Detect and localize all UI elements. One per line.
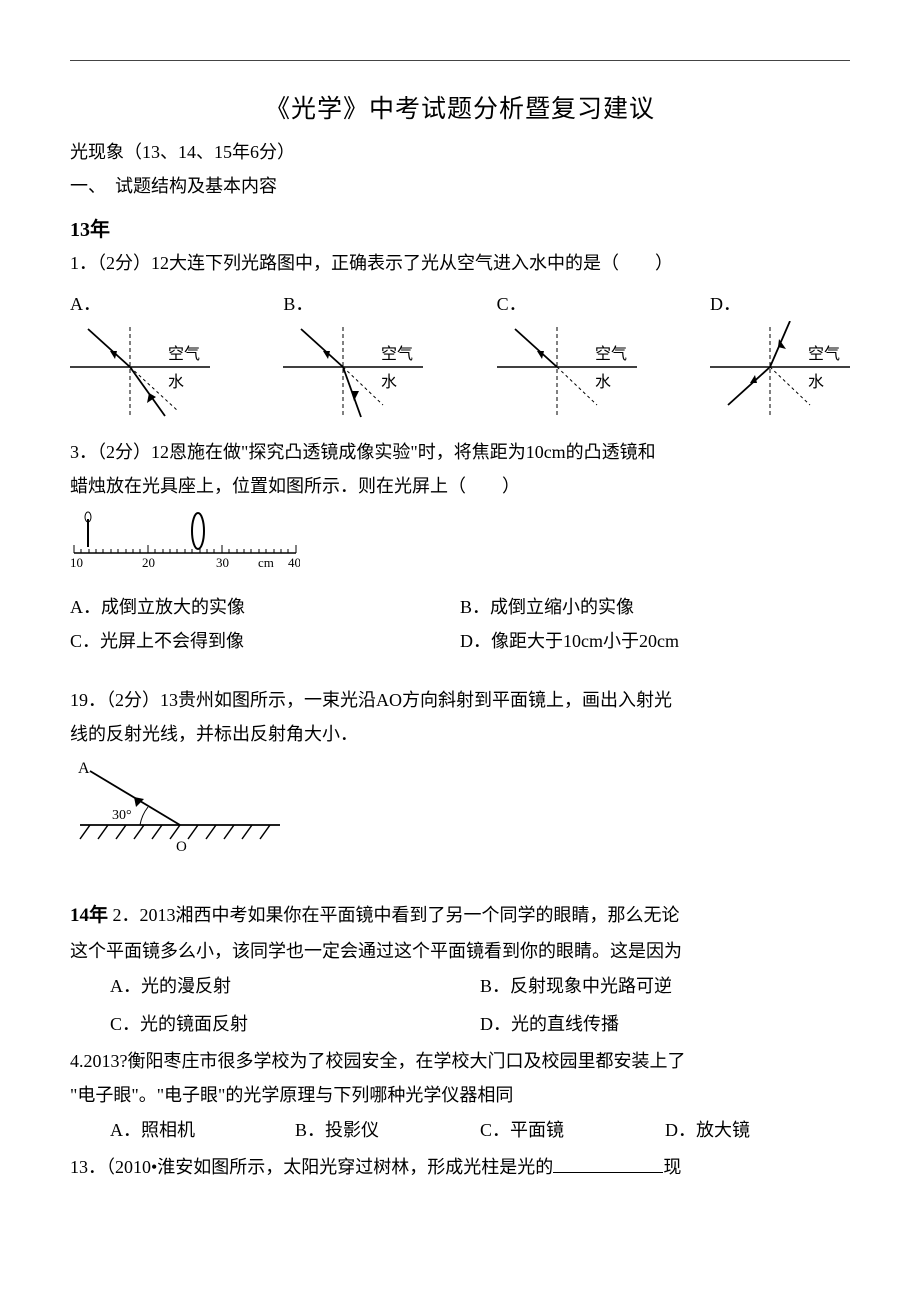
- q19-stem-line1: 19．（2分）13贵州如图所示，一束光沿AO方向斜射到平面镜上，画出入射光: [70, 683, 850, 717]
- refraction-diagram-a: 空气 水: [70, 321, 210, 421]
- q19-stem-line2: 线的反射光线，并标出反射角大小．: [70, 717, 850, 751]
- svg-text:10: 10: [70, 555, 83, 570]
- svg-text:cm: cm: [258, 555, 274, 570]
- q14-4-options: A．照相机 B．投影仪 C．平面镜 D．放大镜: [70, 1112, 850, 1150]
- label-A: A: [78, 760, 90, 777]
- q3-option-a: A．成倒立放大的实像: [70, 590, 460, 624]
- q14-4-d: D．放大镜: [665, 1112, 850, 1150]
- page-title: 《光学》中考试题分析暨复习建议: [70, 89, 850, 125]
- q14-4-stem1: 4.2013?衡阳枣庄市很多学校为了校园安全，在学校大门口及校园里都安装上了: [70, 1044, 850, 1078]
- q1-stem: 1．（2分）12大连下列光路图中，正确表示了光从空气进入水中的是（ ）: [70, 246, 850, 280]
- water-label: 水: [595, 373, 611, 391]
- q14-4-stem2: "电子眼"。"电子眼"的光学原理与下列哪种光学仪器相同: [70, 1078, 850, 1112]
- q14-4-a: A．照相机: [110, 1112, 295, 1150]
- year14-q2-line1: 14年 2．2013湘西中考如果你在平面镜中看到了另一个同学的眼睛，那么无论: [70, 898, 850, 934]
- air-label: 空气: [595, 345, 627, 363]
- q14-2-d: D．光的直线传播: [480, 1006, 850, 1044]
- q3-stem-line1: 3．（2分）12恩施在做"探究凸透镜成像实验"时，将焦距为10cm的凸透镜和: [70, 435, 850, 469]
- air-label: 空气: [808, 345, 840, 363]
- label-O: O: [176, 839, 187, 855]
- q14-4-c: C．平面镜: [480, 1112, 665, 1150]
- q3-option-d: D．像距大于10cm小于20cm: [460, 624, 850, 658]
- water-label: 水: [168, 373, 184, 391]
- subtitle: 光现象（13、14、15年6分）: [70, 135, 850, 169]
- water-label: 水: [808, 373, 824, 391]
- q1-label-d: D．: [710, 294, 741, 314]
- svg-text:40: 40: [288, 555, 300, 570]
- year-14-heading: 14年: [70, 905, 108, 926]
- q1-label-a: A．: [70, 294, 101, 314]
- mirror-svg: A 30° O: [70, 757, 290, 857]
- q13b-pre: 13．（2010•淮安如图所示，太阳光穿过树林，形成光柱是光的: [70, 1157, 553, 1177]
- q3-options-row2: C．光屏上不会得到像 D．像距大于10cm小于20cm: [70, 624, 850, 658]
- angle-label: 30°: [112, 808, 132, 823]
- air-label: 空气: [168, 345, 200, 363]
- mirror-diagram: A 30° O: [70, 757, 850, 862]
- q14-2-c: C．光的镜面反射: [110, 1006, 480, 1044]
- q3-option-b: B．成倒立缩小的实像: [460, 590, 850, 624]
- q14-4-b: B．投影仪: [295, 1112, 480, 1150]
- svg-text:20: 20: [142, 555, 155, 570]
- q1-option-b: B． 空气 水: [283, 287, 423, 421]
- section-heading-1: 一、 试题结构及基本内容: [70, 169, 850, 203]
- q13b-stem: 13．（2010•淮安如图所示，太阳光穿过树林，形成光柱是光的 现: [70, 1150, 850, 1184]
- year-13-heading: 13年: [70, 213, 850, 242]
- q1-option-c: C． 空气 水: [497, 287, 637, 421]
- q3-stem-line2: 蜡烛放在光具座上，位置如图所示．则在光屏上（ ）: [70, 469, 850, 503]
- q3-options-row1: A．成倒立放大的实像 B．成倒立缩小的实像: [70, 590, 850, 624]
- q1-diagram-row: A． 空气 水 B． 空气: [70, 287, 850, 421]
- optical-bench-diagram: 10 20 30 cm 40: [70, 509, 850, 584]
- fill-blank[interactable]: [553, 1154, 663, 1173]
- q3-option-c: C．光屏上不会得到像: [70, 624, 460, 658]
- svg-text:30: 30: [216, 555, 229, 570]
- q14-2-row2: C．光的镜面反射 D．光的直线传播: [70, 1006, 850, 1044]
- q14-2-row1: A．光的漫反射 B．反射现象中光路可逆: [70, 968, 850, 1006]
- refraction-diagram-b: 空气 水: [283, 321, 423, 421]
- ruler-svg: 10 20 30 cm 40: [70, 509, 300, 579]
- water-label: 水: [381, 373, 397, 391]
- top-horizontal-rule: [70, 60, 850, 61]
- q14-2-stem2: 这个平面镜多么小，该同学也一定会通过这个平面镜看到你的眼睛。这是因为: [70, 934, 850, 968]
- q1-option-d: D． 空气 水: [710, 287, 850, 421]
- q1-option-a: A． 空气 水: [70, 287, 210, 421]
- q14-2-stem1: 2．2013湘西中考如果你在平面镜中看到了另一个同学的眼睛，那么无论: [113, 905, 680, 925]
- q13b-post: 现: [663, 1157, 681, 1177]
- q14-2-b: B．反射现象中光路可逆: [480, 968, 850, 1006]
- refraction-diagram-c: 空气 水: [497, 321, 637, 421]
- refraction-diagram-d: 空气 水: [710, 321, 850, 421]
- q1-label-b: B．: [283, 294, 313, 314]
- air-label: 空气: [381, 345, 413, 363]
- q14-2-a: A．光的漫反射: [110, 968, 480, 1006]
- q1-label-c: C．: [497, 294, 527, 314]
